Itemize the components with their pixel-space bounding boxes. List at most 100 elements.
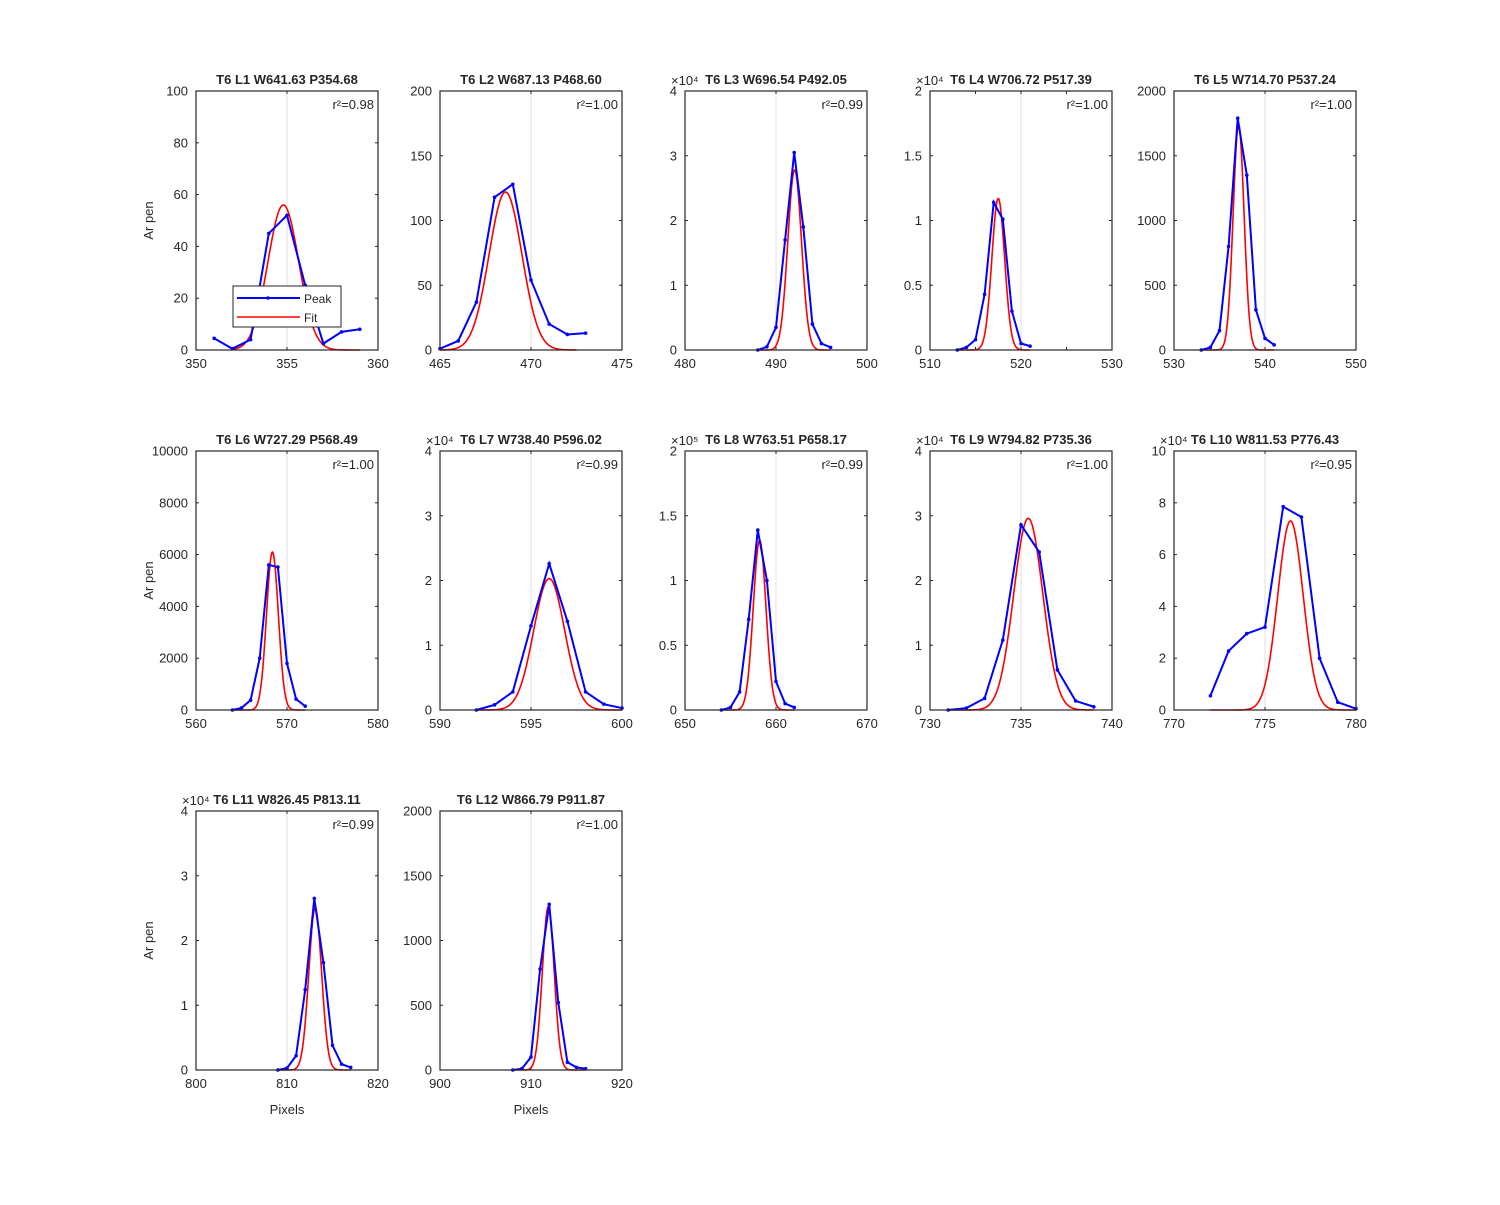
x-tick-label: 500 [856, 356, 878, 371]
y-tick-label: 0.5 [659, 638, 677, 653]
peak-point [529, 1055, 533, 1059]
peak-point [267, 563, 271, 567]
x-tick-label: 530 [1101, 356, 1123, 371]
subplot-title: T6 L1 W641.63 P354.68 [216, 72, 358, 87]
peak-point [1226, 244, 1231, 249]
x-tick-label: 670 [856, 716, 878, 731]
peak-point [828, 345, 833, 350]
y-tick-label: 100 [410, 213, 432, 228]
peak-point [239, 706, 244, 710]
axes-frame [195, 90, 379, 351]
subplot-title: T6 L4 W706.72 P517.39 [950, 72, 1092, 87]
legend-fit-label: Fit [304, 311, 318, 325]
y-tick-label: 1000 [1137, 213, 1166, 228]
peak-point [330, 1043, 335, 1048]
y-tick-label: 200 [410, 84, 432, 99]
peak-point [321, 960, 326, 965]
peak-point [756, 528, 760, 532]
peak-point [982, 292, 987, 297]
peak-point [1226, 649, 1231, 653]
axes-frame [684, 90, 868, 351]
legend-peak-label: Peak [304, 292, 332, 306]
y-tick-label: 500 [410, 998, 432, 1013]
y-tick-label: 0 [181, 1063, 188, 1078]
y-tick-label: 1 [670, 573, 677, 588]
peak-point [792, 705, 796, 710]
peak-point [792, 150, 796, 155]
peak-point [285, 661, 289, 666]
y-tick-label: 2000 [1137, 84, 1166, 99]
axes-frame [684, 450, 868, 711]
peak-point [303, 987, 308, 992]
peak-point [565, 332, 570, 337]
y-axis-label: Ar pen [141, 921, 156, 959]
peak-point [1336, 700, 1340, 705]
axes-frame [439, 90, 623, 351]
y-exponent-label: ×10⁴ [916, 433, 944, 448]
peak-point [1208, 345, 1213, 350]
y-tick-label: 2 [670, 213, 677, 228]
y-tick-label: 2 [670, 444, 677, 459]
x-axis-label: Pixels [270, 1102, 305, 1117]
x-tick-label: 740 [1101, 716, 1123, 731]
r2-annotation: r²=1.00 [576, 817, 618, 832]
y-tick-label: 6 [1159, 547, 1166, 562]
peak-point [1001, 638, 1005, 642]
y-tick-label: 0 [670, 703, 677, 718]
axes-frame [195, 450, 379, 711]
r2-annotation: r²=1.00 [332, 457, 374, 472]
y-exponent-label: ×10⁴ [1160, 433, 1188, 448]
y-tick-label: 1.5 [659, 508, 677, 523]
peak-point [474, 300, 479, 304]
y-tick-label: 0 [181, 343, 188, 358]
peak-point [1263, 625, 1267, 629]
r2-annotation: r²=0.99 [332, 817, 374, 832]
peak-point [819, 341, 824, 346]
subplot-title: T6 L5 W714.70 P537.24 [1194, 72, 1336, 87]
x-tick-label: 800 [185, 1076, 207, 1091]
y-tick-label: 1000 [403, 933, 432, 948]
peak-point [765, 344, 769, 349]
peak-point [1055, 668, 1060, 672]
y-tick-label: 50 [418, 278, 432, 293]
x-tick-label: 595 [520, 716, 542, 731]
fit-curve [439, 191, 577, 351]
peak-point [267, 231, 271, 236]
peak-point [991, 200, 996, 205]
x-tick-label: 550 [1345, 356, 1367, 371]
subplot-title: T6 L3 W696.54 P492.05 [705, 72, 847, 87]
peak-point [294, 697, 298, 701]
y-tick-label: 2 [181, 933, 188, 948]
y-tick-label: 4 [425, 444, 432, 459]
y-tick-label: 4000 [159, 599, 188, 614]
peak-point [294, 1053, 298, 1058]
y-tick-label: 1 [915, 213, 922, 228]
y-tick-label: 3 [915, 508, 922, 523]
subplot-8: 650 660 670 0 0.5 1 1.5 2×10⁵ T6 L8 W763.51 P658… [659, 432, 878, 731]
y-tick-label: 8 [1159, 495, 1166, 510]
y-tick-label: 2 [1159, 651, 1166, 666]
y-tick-label: 1 [670, 278, 677, 293]
peak-point [538, 967, 542, 971]
peak-point [285, 1066, 289, 1070]
y-tick-label: 0.5 [904, 278, 922, 293]
peak-point [774, 679, 778, 684]
y-tick-label: 2 [915, 573, 922, 588]
peak-point [964, 706, 969, 710]
x-tick-label: 820 [367, 1076, 389, 1091]
x-tick-label: 810 [276, 1076, 298, 1091]
peak-point [565, 619, 570, 624]
y-tick-label: 6000 [159, 547, 188, 562]
legend-box [232, 285, 342, 328]
peak-point [728, 705, 733, 710]
x-tick-label: 600 [611, 716, 633, 731]
x-tick-label: 730 [919, 716, 941, 731]
subplot-12: 900 910 920 0 500 1000 1500 2000 T6 L12 W866.79 … [403, 792, 633, 1117]
subplot-6: 560 570 580 0 2000 4000 6000 8000 10000 T6 L6 W72… [141, 432, 389, 731]
subplot-title: T6 L9 W794.82 P735.36 [950, 432, 1092, 447]
peak-point [1272, 343, 1276, 347]
fit-curve [476, 577, 622, 711]
peak-point [312, 896, 317, 901]
peak-point [1019, 341, 1023, 346]
